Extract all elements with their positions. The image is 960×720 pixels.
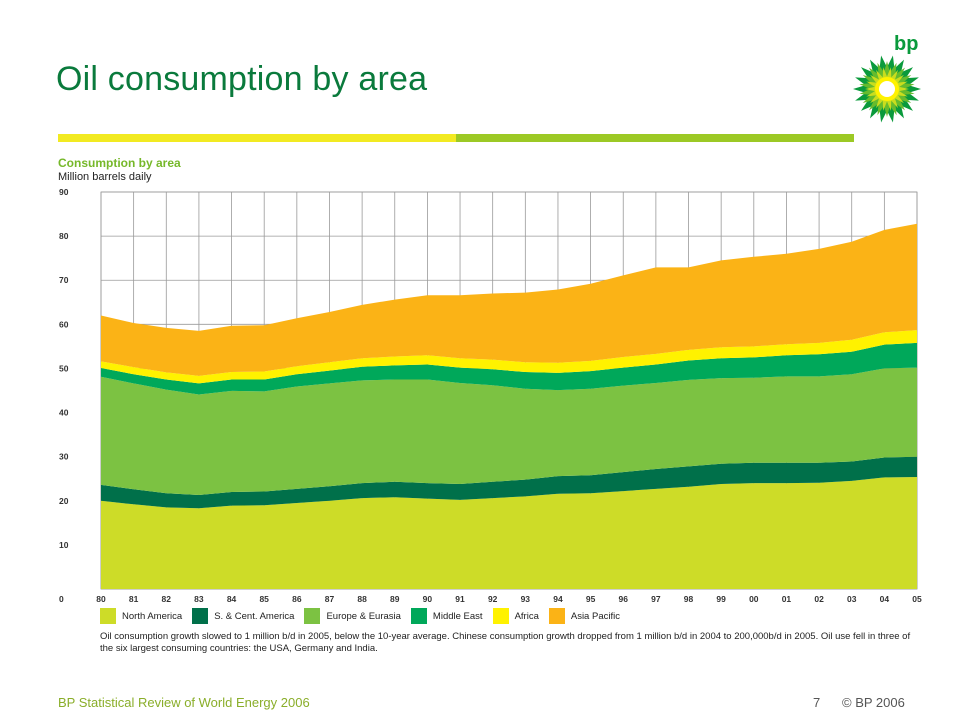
legend-label: Africa: [514, 610, 539, 622]
footer-source: BP Statistical Review of World Energy 20…: [58, 695, 310, 710]
x-tick-label: 80: [96, 594, 106, 604]
footer-copyright: © BP 2006: [842, 695, 905, 710]
legend-swatch: [304, 608, 321, 624]
x-tick-label: 92: [488, 594, 498, 604]
x-tick-label: 98: [684, 594, 694, 604]
x-tick-label: 84: [227, 594, 237, 604]
y-tick-label: 20: [59, 496, 69, 506]
legend-label: Europe & Eurasia: [326, 610, 401, 622]
title-rule-yellow: [58, 134, 456, 142]
title-rule-green: [456, 134, 854, 142]
y-tick-label: 50: [59, 363, 69, 373]
y-tick-label: 70: [59, 275, 69, 285]
slide-title: Oil consumption by area: [56, 60, 428, 98]
y-tick-label: 80: [59, 231, 69, 241]
x-tick-label: 04: [880, 594, 890, 604]
area-s-cent-america: [101, 456, 917, 509]
y-tick-label: 0: [59, 594, 64, 604]
legend-item: North America: [100, 608, 182, 624]
x-tick-label: 99: [716, 594, 726, 604]
legend-label: Asia Pacific: [570, 610, 620, 622]
area-europe-eurasia: [101, 367, 917, 495]
x-tick-label: 83: [194, 594, 204, 604]
legend-label: S. & Cent. America: [214, 610, 295, 622]
chart-areas: [101, 223, 917, 589]
y-tick-label: 30: [59, 452, 69, 462]
x-tick-label: 03: [847, 594, 857, 604]
area-asia-pacific: [101, 223, 917, 376]
x-tick-label: 00: [749, 594, 759, 604]
legend-swatch: [192, 608, 209, 624]
x-tick-label: 93: [521, 594, 531, 604]
x-tick-label: 02: [814, 594, 824, 604]
x-tick-label: 89: [390, 594, 400, 604]
y-axis-ticks: 0 10 20 30 40 50 60 70 80 90: [59, 187, 69, 604]
x-tick-label: 90: [423, 594, 433, 604]
x-tick-label: 85: [259, 594, 269, 604]
chart-title: Consumption by area: [58, 156, 181, 170]
bp-helios-logo-icon: [853, 55, 921, 123]
x-tick-label: 86: [292, 594, 302, 604]
area-middle-east: [101, 342, 917, 395]
x-axis-ticks: 80 81 82 83 84 85 86 87 88 89 90 91 92 93 94 95 96 97 98 99…: [96, 594, 922, 604]
footer-page-number: 7: [813, 695, 821, 710]
x-tick-label: 94: [553, 594, 563, 604]
legend-item: Middle East: [410, 608, 483, 624]
y-tick-label: 60: [59, 319, 69, 329]
legend-item: Europe & Eurasia: [304, 608, 401, 624]
chart-legend: North America S. & Cent. America Europe & …: [100, 607, 630, 625]
x-tick-label: 97: [651, 594, 661, 604]
x-tick-label: 87: [325, 594, 335, 604]
x-tick-label: 88: [357, 594, 367, 604]
x-tick-label: 01: [782, 594, 792, 604]
x-tick-label: 05: [912, 594, 922, 604]
legend-label: North America: [122, 610, 183, 622]
area-north-america: [101, 477, 917, 589]
x-tick-label: 91: [455, 594, 465, 604]
legend-swatch: [410, 608, 427, 624]
x-tick-label: 82: [162, 594, 172, 604]
x-tick-label: 95: [586, 594, 596, 604]
x-tick-label: 81: [129, 594, 139, 604]
legend-label: Middle East: [432, 610, 483, 622]
y-tick-label: 90: [59, 187, 69, 197]
legend-item: Africa: [492, 608, 539, 624]
legend-swatch: [548, 608, 565, 624]
area-africa: [101, 330, 917, 384]
legend-item: S. & Cent. America: [192, 608, 294, 624]
legend-swatch: [492, 608, 509, 624]
x-tick-label: 96: [619, 594, 629, 604]
bp-logo-text: bp: [894, 33, 919, 55]
legend-item: Asia Pacific: [548, 608, 620, 624]
chart-y-unit: Million barrels daily: [58, 171, 152, 183]
legend-swatch: [100, 608, 116, 624]
y-tick-label: 40: [59, 408, 69, 418]
chart-caption: Oil consumption growth slowed to 1 milli…: [100, 631, 911, 654]
y-tick-label: 10: [59, 540, 69, 550]
